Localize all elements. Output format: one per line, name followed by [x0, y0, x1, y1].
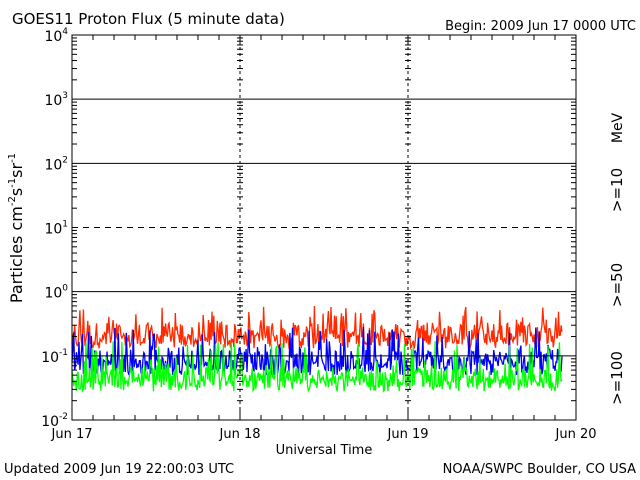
- y-label-exp1: -2: [7, 196, 18, 206]
- x-tick-label: Jun 18: [219, 427, 261, 442]
- chart-title: GOES11 Proton Flux (5 minute data): [12, 10, 285, 28]
- y-tick-base: 10: [44, 286, 62, 302]
- y-label-exp2: -1: [7, 178, 18, 188]
- legend-series-100mev: >=100: [608, 351, 626, 405]
- series-line-2: [71, 341, 563, 393]
- x-tick-labels: Jun 17 Jun 18 Jun 19 Jun 20: [51, 427, 597, 442]
- y-tick-exp: 1: [62, 220, 68, 230]
- y-tick-label: 102: [44, 155, 68, 173]
- y-label-mid2: sr: [7, 163, 26, 178]
- legend-series-50mev: >=50: [608, 263, 626, 307]
- y-tick-exp: 4: [62, 27, 68, 37]
- y-tick-label: 103: [44, 91, 68, 109]
- y-tick-exp: -2: [59, 412, 68, 422]
- y-tick-base: 10: [44, 29, 62, 45]
- y-label-exp3: -1: [7, 153, 18, 163]
- y-tick-base: 10: [44, 157, 62, 173]
- y-label-mid1: s: [7, 188, 26, 196]
- y-tick-label: 10-2: [41, 412, 68, 430]
- y-tick-label: 104: [44, 27, 68, 45]
- grid-layer: [72, 35, 576, 420]
- y-axis-label: Particles cm-2s-1sr-1: [7, 153, 26, 303]
- x-axis-label: Universal Time: [276, 443, 373, 458]
- updated-timestamp: Updated 2009 Jun 19 22:00:03 UTC: [4, 462, 234, 477]
- y-tick-label: 100: [44, 284, 68, 302]
- series-line-0: [71, 305, 563, 350]
- x-tick-label: Jun 20: [555, 427, 597, 442]
- series-layer: [71, 305, 563, 393]
- y-tick-exp: -1: [59, 348, 68, 358]
- unit-label: MeV: [610, 112, 626, 143]
- y-label-base: Particles cm: [7, 206, 26, 303]
- legend-series-10mev: >=10: [608, 168, 626, 212]
- y-tick-exp: 3: [62, 91, 68, 101]
- y-tick-base: 10: [41, 350, 59, 366]
- y-tick-exp: 2: [62, 155, 68, 165]
- x-tick-label: Jun 19: [387, 427, 429, 442]
- y-tick-label: 101: [44, 220, 68, 238]
- x-tick-label: Jun 17: [51, 427, 93, 442]
- begin-label: Begin: 2009 Jun 17 0000 UTC: [445, 19, 636, 34]
- y-tick-label: 10-1: [41, 348, 68, 366]
- y-tick-base: 10: [41, 414, 59, 430]
- y-tick-base: 10: [44, 222, 62, 238]
- credit-label: NOAA/SWPC Boulder, CO USA: [443, 462, 636, 477]
- tick-layer: [71, 35, 576, 420]
- y-tick-exp: 0: [62, 284, 68, 294]
- y-tick-base: 10: [44, 93, 62, 109]
